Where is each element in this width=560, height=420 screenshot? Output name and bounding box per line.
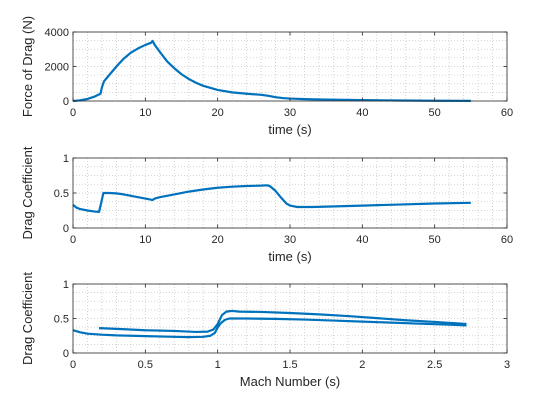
x-tick-label: 60	[501, 107, 513, 119]
x-tick-label: 50	[429, 107, 441, 119]
y-tick-label: 1	[63, 279, 69, 291]
series-line-2	[98, 309, 467, 334]
x-tick-label: 40	[356, 234, 368, 246]
x-tick-label: 3	[504, 359, 510, 371]
y-axis-label: Drag Coefficient	[20, 146, 35, 239]
subplot-1: 0 10 20 30 40 50 60 0 2000 4000 time (s) Force of D…	[20, 16, 513, 137]
y-axis-label: Force of Drag (N)	[20, 16, 35, 117]
x-tick-label: 0	[70, 234, 76, 246]
y-tick-label: 0	[63, 96, 69, 108]
subplot-2: 0 10 20 30 40 50 60 0 0.5 1 time (s) Drag Coefficie…	[20, 146, 513, 264]
x-tick-label: 2	[359, 359, 365, 371]
grid	[73, 32, 507, 101]
x-tick-label: 30	[284, 234, 296, 246]
x-tick-label: 10	[139, 107, 151, 119]
x-tick-label: 20	[212, 107, 224, 119]
x-tick-label: 0	[70, 107, 76, 119]
x-tick-label: 1	[215, 359, 221, 371]
subplot-3: 0 0.5 1 1.5 2 2.5 3 0 0.5 1 Mach Number (s) Drag Co…	[20, 272, 510, 389]
x-tick-label: 20	[212, 234, 224, 246]
x-axis-label: time (s)	[268, 122, 311, 137]
y-tick-label: 0	[63, 223, 69, 235]
x-tick-label: 2.5	[427, 359, 442, 371]
y-tick-label: 4000	[45, 27, 69, 39]
y-tick-label: 2000	[45, 62, 69, 74]
y-tick-label: 1	[63, 153, 69, 165]
x-tick-label: 1.5	[282, 359, 297, 371]
x-tick-label: 0	[70, 359, 76, 371]
y-axis-label: Drag Coefficient	[20, 272, 35, 365]
series-line-1	[72, 184, 471, 213]
x-axis-label: Mach Number (s)	[240, 374, 340, 389]
series-line-1	[72, 317, 467, 339]
x-tick-label: 30	[284, 107, 296, 119]
y-tick-label: 0.5	[54, 188, 69, 200]
x-tick-label: 40	[356, 107, 368, 119]
grid	[73, 158, 507, 228]
x-tick-label: 0.5	[138, 359, 153, 371]
x-tick-label: 60	[501, 234, 513, 246]
x-tick-label: 50	[429, 234, 441, 246]
x-tick-label: 10	[139, 234, 151, 246]
y-tick-label: 0.5	[54, 314, 69, 326]
y-tick-label: 0	[63, 348, 69, 360]
x-axis-label: time (s)	[268, 249, 311, 264]
